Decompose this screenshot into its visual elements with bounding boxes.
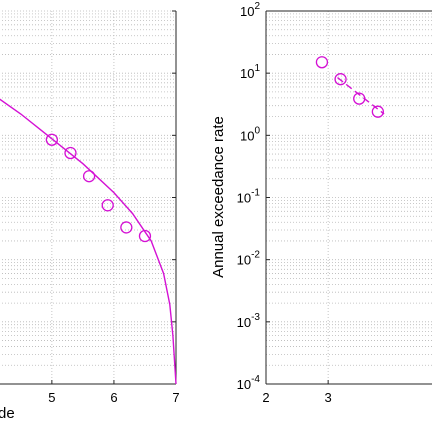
right-data-point <box>371 105 385 118</box>
left-x-tick-label: 7 <box>172 390 179 405</box>
right-grid <box>265 10 432 384</box>
left-axes: 5 6 7 de <box>0 10 180 422</box>
right-series <box>315 56 385 118</box>
right-y-tick-label: 102 <box>240 1 260 19</box>
right-y-tick-label: 101 <box>240 63 260 81</box>
left-data-point <box>120 221 133 234</box>
left-data-point <box>64 146 77 160</box>
left-data-point <box>138 229 152 243</box>
right-y-ticks: 10-4 10-3 10-2 10-1 100 101 102 <box>237 1 270 392</box>
right-x-tick-label: 3 <box>325 390 332 405</box>
left-axis-frame <box>0 10 177 385</box>
right-y-axis-label: Annual exceedance rate <box>210 116 227 278</box>
left-data-point <box>45 133 59 146</box>
right-y-tick-label: 100 <box>240 125 260 143</box>
left-data-point <box>101 199 114 212</box>
right-y-tick-label: 10-4 <box>237 374 261 392</box>
right-data-point <box>315 56 329 69</box>
left-series <box>0 98 177 385</box>
right-data-point <box>334 73 347 86</box>
right-y-tick-label: 10-3 <box>237 312 261 330</box>
left-x-tick-label: 5 <box>48 390 55 405</box>
right-fit-curve <box>337 77 385 115</box>
right-x-tick-label: 2 <box>262 390 269 405</box>
left-x-axis-label: de <box>0 405 15 422</box>
left-data-point <box>82 170 96 183</box>
left-x-tick-label: 6 <box>110 390 117 405</box>
right-y-tick-label: 10-1 <box>237 188 261 206</box>
right-y-tick-label: 10-2 <box>237 250 261 268</box>
left-fit-curve <box>0 98 177 385</box>
